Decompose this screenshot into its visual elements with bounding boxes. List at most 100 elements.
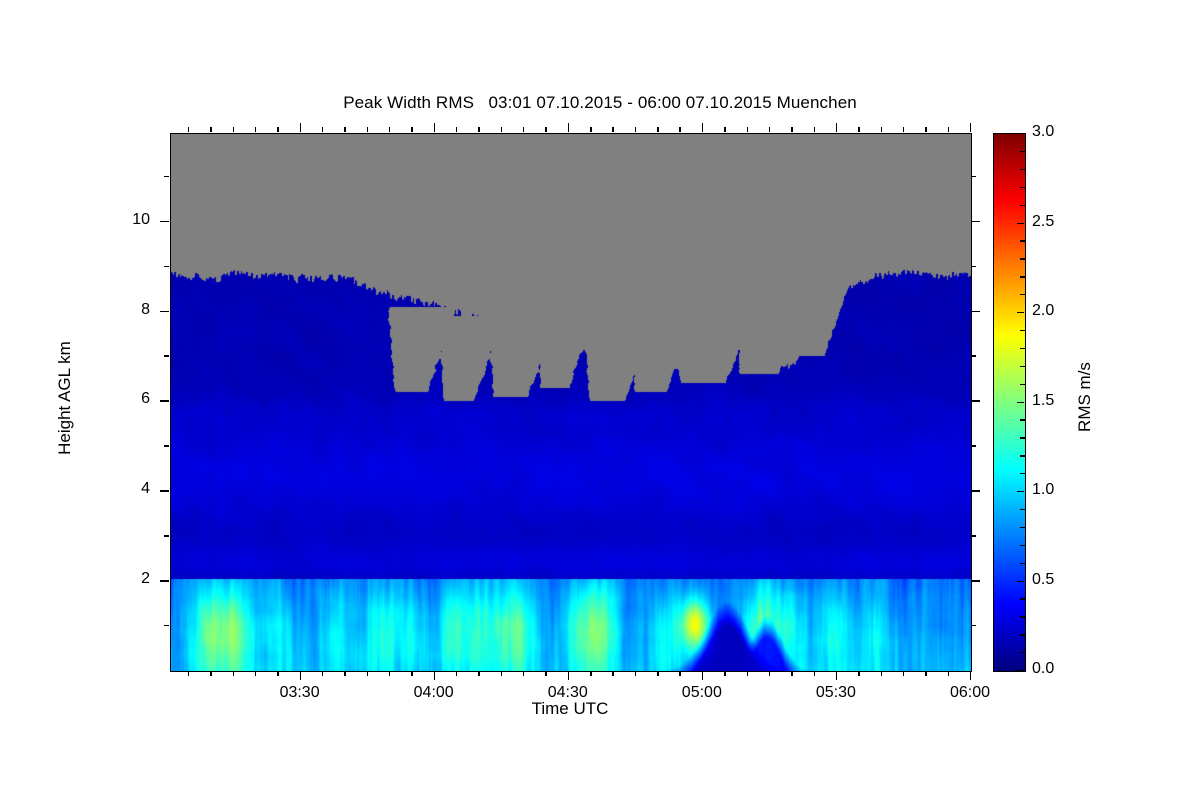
x-minor-tick	[880, 127, 882, 132]
x-minor-tick	[679, 127, 681, 132]
plot-area[interactable]	[170, 133, 972, 672]
x-minor-tick	[858, 671, 860, 676]
x-minor-tick	[902, 127, 905, 132]
y-minor-tick	[164, 535, 169, 537]
x-minor-tick	[411, 671, 413, 676]
x-minor-tick	[791, 127, 793, 132]
x-minor-tick	[679, 671, 681, 676]
x-minor-tick	[187, 671, 190, 676]
x-minor-tick	[724, 671, 726, 676]
colorbar-major-tick	[1017, 133, 1024, 135]
x-major-tick	[970, 671, 972, 680]
colorbar-minor-tick	[1020, 562, 1025, 564]
colorbar-minor-tick	[1020, 437, 1025, 439]
x-minor-tick	[523, 127, 525, 132]
x-minor-tick	[366, 127, 369, 132]
x-minor-tick	[478, 671, 480, 676]
y-tick-label: 8	[141, 300, 150, 318]
colorbar-minor-tick	[1020, 598, 1025, 600]
x-minor-tick	[210, 127, 212, 132]
x-minor-tick	[187, 127, 190, 132]
colorbar-minor-tick	[1020, 544, 1025, 547]
x-major-tick	[835, 123, 838, 132]
x-minor-tick	[254, 671, 257, 676]
colorbar-tick-label: 1.5	[1032, 391, 1055, 409]
x-minor-tick	[232, 671, 234, 676]
y-minor-tick	[164, 625, 169, 627]
x-major-tick	[701, 123, 704, 132]
colorbar-minor-tick	[1020, 652, 1025, 654]
y-major-tick	[971, 220, 980, 223]
x-minor-tick	[768, 127, 771, 132]
y-major-tick	[971, 580, 980, 582]
x-minor-tick	[902, 671, 905, 676]
x-tick-label: 04:00	[413, 684, 454, 701]
x-major-tick	[970, 123, 972, 132]
x-minor-tick	[500, 671, 503, 676]
x-minor-tick	[590, 671, 592, 676]
y-minor-tick	[164, 175, 169, 178]
y-minor-tick	[164, 265, 169, 267]
x-major-tick	[701, 671, 704, 680]
x-minor-tick	[813, 671, 815, 676]
x-minor-tick	[277, 671, 279, 676]
colorbar-minor-tick	[1020, 186, 1025, 189]
x-minor-tick	[925, 127, 927, 132]
x-minor-tick	[500, 127, 503, 132]
y-minor-tick	[164, 445, 169, 447]
x-minor-tick	[746, 127, 748, 132]
y-minor-tick	[971, 355, 976, 357]
y-major-tick	[971, 310, 980, 312]
colorbar-major-tick	[1017, 491, 1024, 493]
y-major-tick	[971, 400, 980, 402]
x-major-tick	[567, 123, 570, 132]
x-minor-tick	[858, 127, 860, 132]
colorbar-minor-tick	[1020, 204, 1025, 206]
colorbar-tick-label: 2.0	[1032, 302, 1055, 319]
colorbar-minor-tick	[1020, 508, 1025, 511]
colorbar-title: RMS m/s	[1075, 362, 1094, 432]
colorbar-minor-tick	[1020, 634, 1025, 636]
x-minor-tick	[232, 127, 234, 132]
x-major-tick	[299, 123, 301, 132]
colorbar-minor-tick	[1020, 383, 1025, 385]
x-minor-tick	[545, 127, 547, 132]
x-minor-tick	[746, 671, 748, 676]
y-minor-tick	[971, 445, 976, 447]
x-minor-tick	[366, 671, 369, 676]
colorbar-major-tick	[1017, 401, 1024, 403]
colorbar-major-tick	[1017, 222, 1024, 224]
x-minor-tick	[590, 127, 592, 132]
y-minor-tick	[971, 625, 976, 627]
colorbar-tick-label: 3.0	[1032, 123, 1055, 140]
colorbar-minor-tick	[1020, 329, 1025, 332]
colorbar-minor-tick	[1020, 616, 1025, 618]
x-tick-label: 05:00	[681, 684, 722, 701]
y-minor-tick	[971, 175, 976, 178]
colorbar-tick-label: 2.5	[1032, 212, 1055, 230]
x-major-tick	[433, 671, 436, 680]
x-minor-tick	[456, 671, 458, 676]
colorbar-major-tick	[1017, 312, 1024, 314]
y-tick-label: 2	[141, 570, 150, 588]
x-minor-tick	[344, 671, 346, 676]
y-minor-tick	[164, 355, 169, 357]
x-minor-tick	[612, 127, 614, 132]
y-major-tick	[160, 220, 169, 223]
y-minor-tick	[971, 535, 976, 537]
colorbar-minor-tick	[1020, 455, 1025, 457]
y-major-tick	[160, 400, 169, 402]
x-minor-tick	[634, 671, 637, 676]
x-minor-tick	[388, 127, 391, 132]
colorbar-minor-tick	[1020, 276, 1025, 278]
x-minor-tick	[344, 127, 346, 132]
x-minor-tick	[791, 671, 793, 676]
x-minor-tick	[321, 671, 324, 676]
colorbar-minor-tick	[1020, 347, 1025, 350]
y-minor-tick	[971, 265, 976, 267]
colorbar-minor-tick	[1020, 365, 1025, 368]
y-major-tick	[160, 310, 169, 312]
colorbar-minor-tick	[1020, 526, 1025, 529]
x-minor-tick	[813, 127, 815, 132]
x-minor-tick	[657, 127, 659, 132]
